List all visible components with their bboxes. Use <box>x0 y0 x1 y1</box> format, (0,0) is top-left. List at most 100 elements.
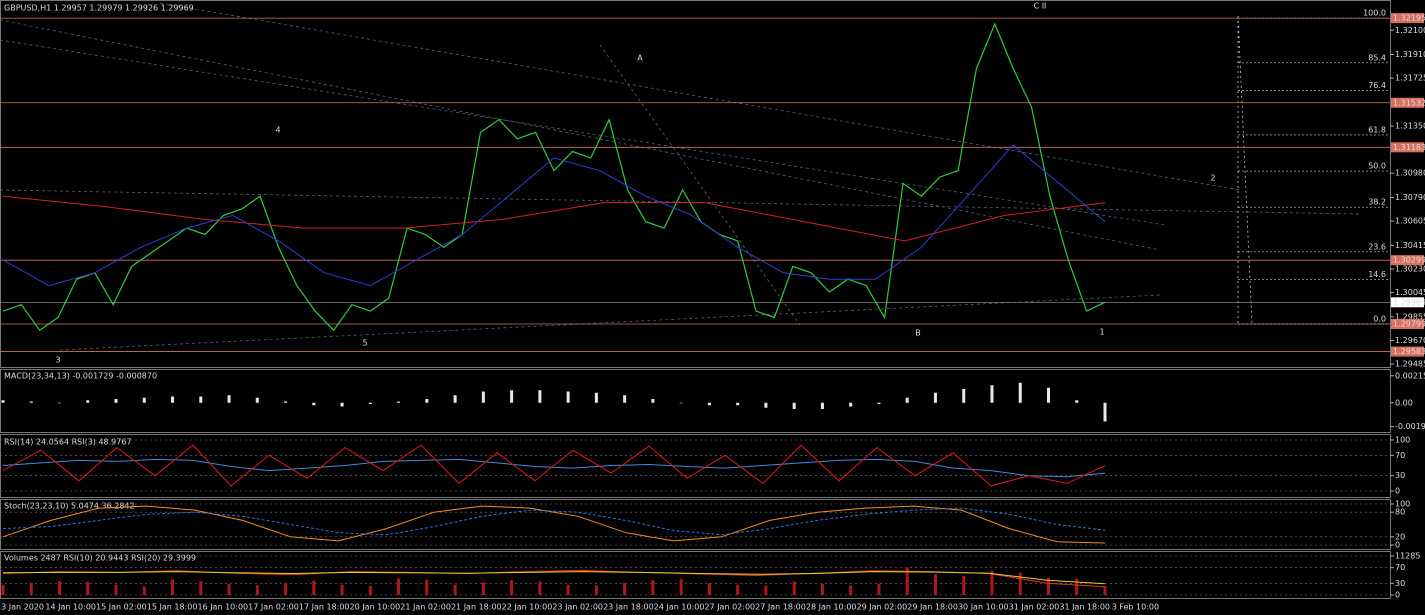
bar <box>1075 578 1079 595</box>
wave-label: 4 <box>275 126 280 135</box>
bar <box>707 583 711 595</box>
bar <box>905 567 909 595</box>
bar <box>312 580 316 595</box>
bar <box>849 402 853 407</box>
price-level-box <box>1391 142 1424 153</box>
fib-label: 23.6 <box>1368 242 1386 251</box>
bar <box>255 397 259 403</box>
y-tick-label: 1.31350 <box>1395 122 1425 131</box>
y-tick-label: 11285 <box>1395 552 1420 561</box>
y-tick-label: 1.30605 <box>1395 217 1425 226</box>
series-line <box>2 505 1106 544</box>
bar <box>933 574 937 595</box>
fib-verticals <box>1237 15 1253 325</box>
fib-label: 100.0 <box>1363 9 1386 18</box>
current-price-box <box>1391 297 1424 308</box>
wave-label: A <box>637 54 643 63</box>
bar <box>368 402 372 404</box>
bar <box>397 401 401 403</box>
time-label: 16 Jan 10:00 <box>197 603 248 612</box>
time-label: 23 Jan 02:00 <box>552 603 603 612</box>
wave-label: 1 <box>1099 328 1104 337</box>
y-tick-label: 0 <box>1395 591 1400 600</box>
price-level-box <box>1391 97 1424 108</box>
time-label: 29 Jan 02:00 <box>857 603 908 612</box>
bar <box>1018 572 1022 595</box>
bar <box>86 400 90 403</box>
y-tick-label: 1.29670 <box>1395 336 1425 345</box>
stoch-panel <box>0 499 1391 550</box>
bar <box>481 391 485 403</box>
fib-label: 76.4 <box>1368 81 1386 90</box>
bar <box>199 581 203 595</box>
bar <box>397 578 401 595</box>
y-tick-label: 0 <box>1395 487 1400 496</box>
time-label: 28 Jan 10:00 <box>806 603 857 612</box>
y-tick-label: 1.32100 <box>1395 26 1425 35</box>
bar <box>623 582 627 595</box>
fib-vertical <box>1237 15 1253 325</box>
main-panel <box>0 0 1391 368</box>
price-level-label: 1.32195 <box>1393 14 1425 23</box>
bar <box>510 580 514 595</box>
bar <box>425 579 429 595</box>
fib-label: 14.6 <box>1368 270 1386 279</box>
rsi-panel <box>0 434 1391 498</box>
y-tick-label: 1.30415 <box>1395 241 1425 250</box>
time-label: 27 Jan 18:00 <box>755 603 806 612</box>
time-label: 31 Jan 18:00 <box>1059 603 1110 612</box>
current-price-label: 1.29969 <box>1393 298 1425 307</box>
y-tick-label: 1.30230 <box>1395 264 1425 273</box>
bar <box>933 392 937 403</box>
price-level-label: 1.31183 <box>1393 143 1425 152</box>
bar <box>312 402 316 406</box>
time-label: 14 Jan 10:00 <box>45 603 96 612</box>
time-label: 29 Jan 18:00 <box>907 603 958 612</box>
bar <box>877 583 881 595</box>
y-tick-label: 1.29485 <box>1395 360 1425 369</box>
y-tick-label: 70 <box>1395 451 1405 460</box>
bar <box>368 586 372 595</box>
time-label: 21 Jan 02:00 <box>400 603 451 612</box>
y-tick-label: -0.001914 <box>1395 422 1425 431</box>
y-tick-label: 20 <box>1395 532 1405 541</box>
price-level-box <box>1391 319 1424 329</box>
price-level-label: 1.29799 <box>1393 320 1425 329</box>
panel-title: Volumes 2487 RSI(10) 20.9443 RSI(20) 29.… <box>4 554 196 563</box>
panel-title: Stoch(23,23,10) 5.0474 36.2842 <box>4 502 135 511</box>
time-label: 31 Jan 02:00 <box>1009 603 1060 612</box>
bar <box>340 584 344 595</box>
bar <box>538 390 542 403</box>
time-label: 17 Jan 18:00 <box>299 603 350 612</box>
trend-line <box>0 39 1166 226</box>
bar <box>227 395 231 403</box>
price-level-box <box>1391 255 1424 266</box>
bar <box>1103 586 1107 595</box>
bar <box>1018 382 1022 403</box>
y-tick-label: 1.29855 <box>1395 312 1425 321</box>
y-tick-label: 0 <box>1395 541 1400 550</box>
time-label: 20 Jan 10:00 <box>350 603 401 612</box>
price-level-label: 1.29583 <box>1393 347 1425 356</box>
bar <box>566 584 570 595</box>
price-level-box <box>1391 346 1424 357</box>
bar <box>255 585 259 595</box>
bar <box>284 582 288 595</box>
y-tick-label: 30 <box>1395 579 1405 588</box>
series-line <box>2 458 1106 478</box>
bar <box>199 396 203 403</box>
bar <box>962 389 966 403</box>
time-label: 15 Jan 18:00 <box>147 603 198 612</box>
bar <box>651 399 655 403</box>
bar <box>651 580 655 595</box>
panel-title: RSI(14) 24.0564 RSI(3) 48.9767 <box>4 438 132 447</box>
bar <box>171 579 175 595</box>
series-line <box>2 571 1106 585</box>
wave-label: 2 <box>1210 174 1215 183</box>
bar <box>510 390 514 403</box>
time-label: 17 Jan 02:00 <box>248 603 299 612</box>
bar <box>820 583 824 595</box>
bar <box>905 397 909 403</box>
bar <box>849 585 853 595</box>
wave-label: C II <box>1034 2 1047 11</box>
